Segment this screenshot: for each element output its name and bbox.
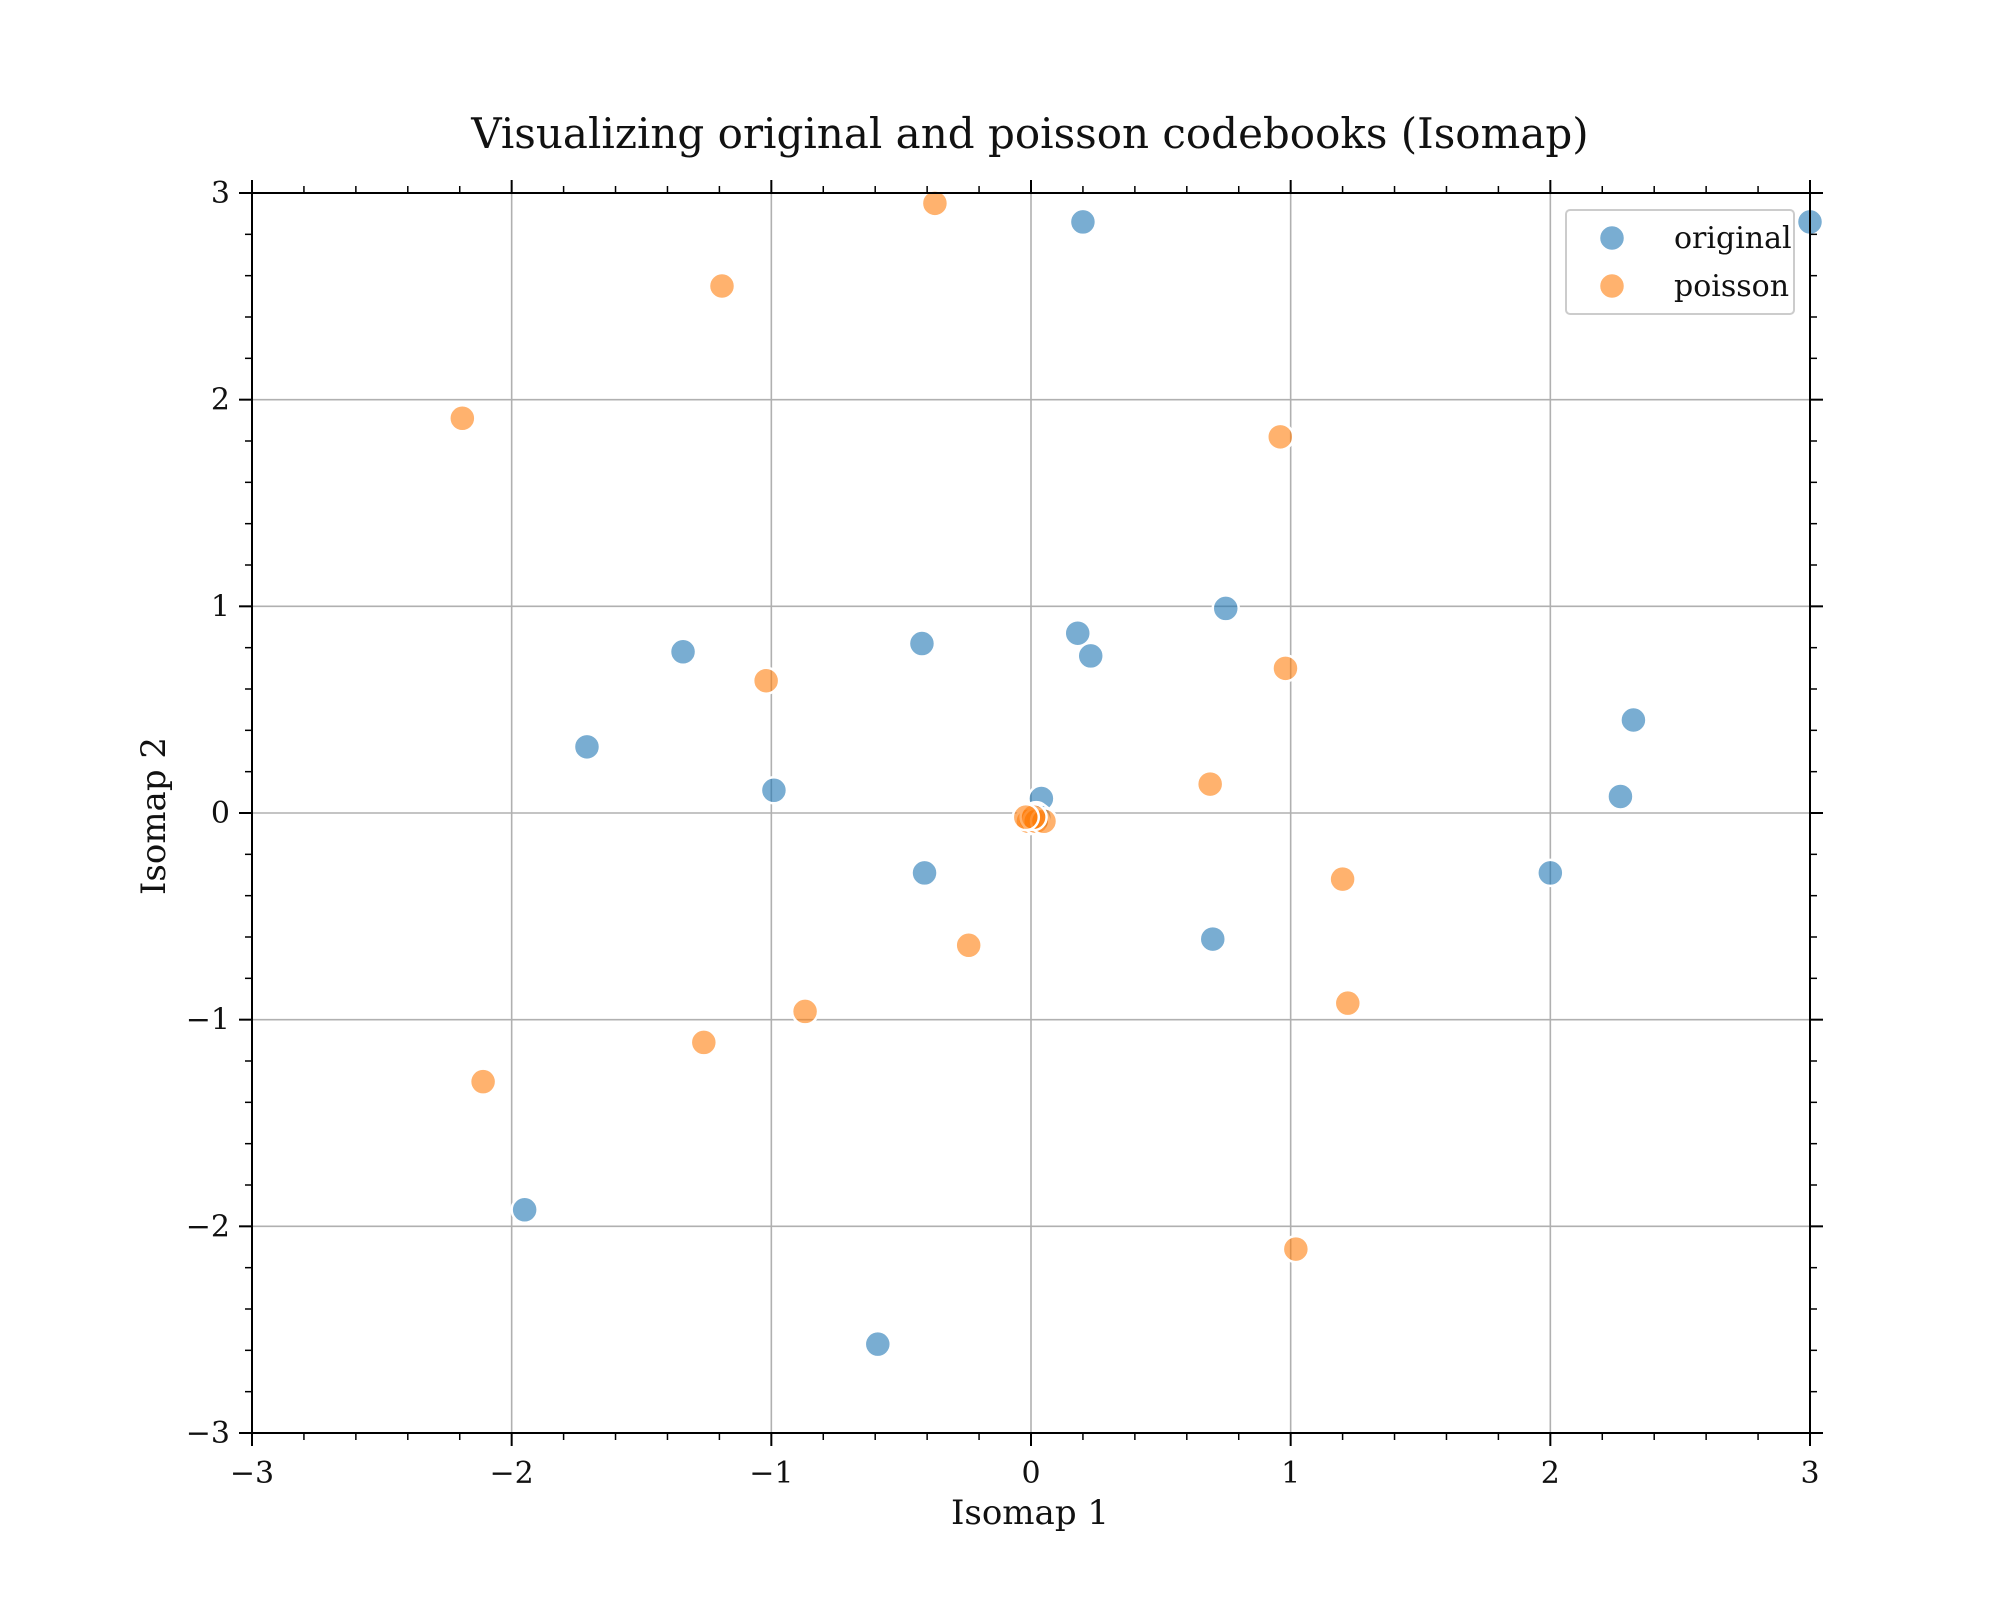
data-point-poisson — [689, 1028, 719, 1057]
y-tick-label: −3 — [186, 1416, 230, 1451]
data-point-poisson — [1328, 864, 1357, 894]
data-point-poisson — [1195, 769, 1225, 799]
data-point-poisson — [1271, 654, 1300, 683]
legend: original poisson — [1565, 209, 1795, 315]
y-axis-label: Isomap 2 — [134, 737, 174, 895]
axis-ticks: −3 −2 −1 0 1 2 3 −3 −2 −1 0 1 2 3 — [186, 176, 1823, 1491]
x-tick-label: 2 — [1541, 1456, 1560, 1491]
data-point-poisson — [1011, 802, 1041, 832]
data-point-poisson — [1333, 988, 1363, 1018]
data-point-original — [907, 629, 937, 658]
data-point-original — [1536, 858, 1565, 888]
data-point-original — [510, 1195, 539, 1225]
y-tick-label: 2 — [211, 383, 230, 418]
data-point-original — [759, 776, 789, 805]
x-tick-label: 0 — [1021, 1456, 1040, 1491]
data-point-original — [1619, 705, 1648, 735]
scatter-points — [448, 189, 1825, 1359]
legend-label-original: original — [1674, 221, 1792, 256]
legend-label-poisson: poisson — [1674, 269, 1789, 304]
data-point-original — [1068, 207, 1098, 237]
x-axis-label: Isomap 1 — [951, 1493, 1109, 1533]
data-point-original — [910, 858, 939, 888]
x-tick-label: −2 — [490, 1456, 534, 1491]
data-point-poisson — [920, 189, 950, 218]
x-tick-label: −1 — [749, 1456, 793, 1491]
data-point-original — [572, 732, 602, 762]
x-tick-label: 3 — [1800, 1456, 1819, 1491]
data-point-poisson — [1266, 422, 1295, 452]
y-tick-label: −1 — [186, 1003, 230, 1038]
data-point-poisson — [448, 404, 477, 433]
data-point-poisson — [1281, 1234, 1311, 1264]
data-point-original — [1606, 782, 1635, 811]
data-point-original — [668, 637, 698, 667]
data-point-poisson — [751, 666, 781, 695]
y-tick-label: −2 — [186, 1209, 230, 1244]
data-point-poisson — [707, 271, 737, 301]
legend-marker-original — [1597, 223, 1627, 253]
data-point-poisson — [468, 1067, 498, 1096]
y-tick-label: 1 — [211, 589, 230, 624]
data-point-poisson — [954, 931, 983, 960]
chart-title: Visualizing original and poisson codeboo… — [470, 109, 1588, 158]
data-point-original — [863, 1329, 893, 1359]
data-point-original — [1211, 594, 1240, 623]
y-tick-label: 0 — [211, 796, 230, 831]
x-tick-label: 1 — [1281, 1456, 1300, 1491]
data-point-original — [1198, 924, 1228, 954]
legend-marker-poisson — [1597, 271, 1627, 301]
data-point-original — [1076, 641, 1105, 671]
data-point-poisson — [790, 997, 820, 1026]
x-tick-label: −3 — [230, 1456, 274, 1491]
y-tick-label: 3 — [211, 176, 230, 211]
data-point-original — [1063, 618, 1092, 648]
